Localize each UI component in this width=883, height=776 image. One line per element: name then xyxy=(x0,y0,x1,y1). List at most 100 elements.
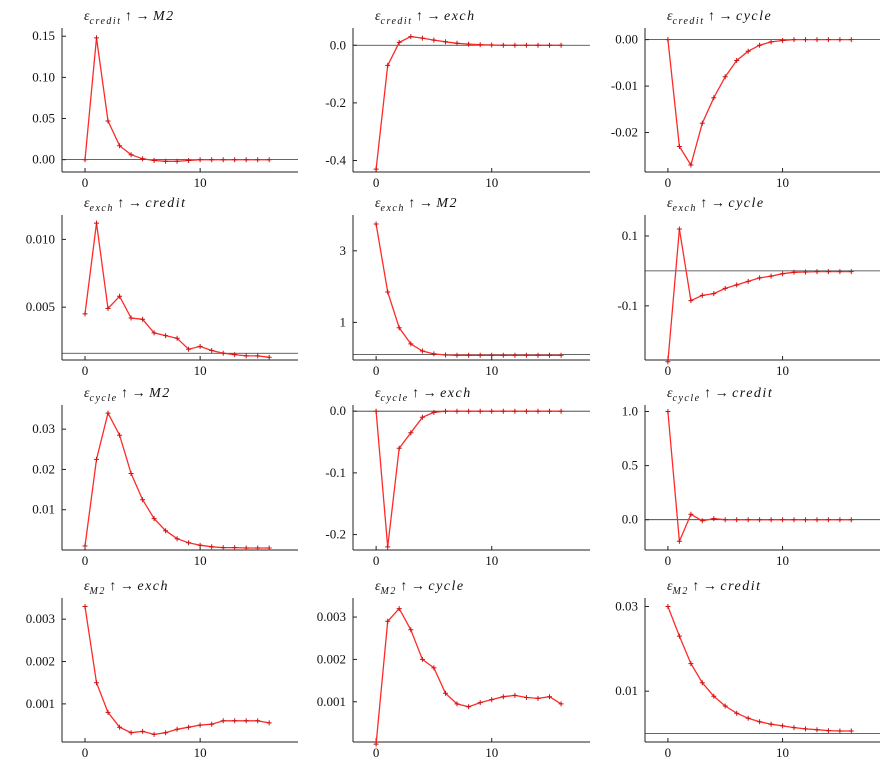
chart-1-point xyxy=(512,42,518,48)
chart-3-y-tick-label: 0.005 xyxy=(26,299,55,314)
chart-9-point xyxy=(163,730,169,736)
chart-11-point xyxy=(791,725,797,731)
chart-8-point xyxy=(676,538,682,544)
chart-6-y-tick-label: 0.03 xyxy=(32,421,55,436)
chart-0-point xyxy=(197,157,203,163)
chart-2-y-tick-label: -0.01 xyxy=(611,78,638,93)
chart-9-point xyxy=(209,721,215,727)
chart-9-title-part: ε xyxy=(84,579,90,594)
chart-1-point xyxy=(454,40,460,46)
chart-0-y-tick-label: 0.05 xyxy=(32,111,55,126)
chart-1-point xyxy=(443,39,448,45)
chart-8-point xyxy=(757,517,763,523)
chart-2-x-tick-label: 0 xyxy=(665,175,672,190)
chart-11-title-part: M2 xyxy=(672,586,689,597)
chart-2-point xyxy=(711,95,717,101)
chart-3-point xyxy=(163,333,169,339)
chart-9-point xyxy=(266,720,272,726)
chart-11-point xyxy=(757,719,763,725)
chart-3-point xyxy=(105,306,111,311)
chart-10-point xyxy=(373,741,379,747)
chart-1-y-tick-label: 0.0 xyxy=(330,37,346,52)
chart-1-point xyxy=(385,62,391,68)
chart-11-point xyxy=(768,721,774,727)
chart-2-title-part: ↑ → xyxy=(705,9,737,24)
chart-2-point xyxy=(745,48,751,54)
chart-3-title-part: credit xyxy=(145,196,186,211)
chart-6-point xyxy=(197,542,203,548)
chart-8-point xyxy=(837,517,843,523)
chart-0-x-tick-label: 10 xyxy=(194,175,207,190)
chart-7-point xyxy=(385,544,391,550)
chart-9-point xyxy=(232,718,238,724)
chart-3-panel: εexch ↑ → credit 0.005 0.010 0 10 xyxy=(26,196,298,378)
chart-11-point xyxy=(676,633,682,639)
chart-9-title-part: M2 xyxy=(89,586,106,597)
chart-11-point xyxy=(803,726,808,732)
chart-11-point xyxy=(722,703,728,709)
chart-5-title-part: ε xyxy=(667,196,673,211)
chart-1-point xyxy=(477,42,483,48)
chart-11-point xyxy=(848,728,854,734)
chart-5-x-tick-label: 10 xyxy=(776,363,789,378)
chart-11-title-part: ↑ → xyxy=(689,579,721,594)
chart-2-title-part: ε xyxy=(667,9,673,24)
chart-3-title-part: ↑ → xyxy=(114,196,146,211)
chart-2-point xyxy=(734,58,740,63)
chart-7-point xyxy=(408,430,414,436)
chart-2-point xyxy=(665,37,671,43)
chart-0-point xyxy=(232,157,238,163)
chart-8-point xyxy=(711,516,717,522)
chart-0-title-part: M2 xyxy=(152,9,175,24)
chart-4-point xyxy=(547,352,552,358)
chart-2-point xyxy=(757,42,763,48)
chart-6-point xyxy=(151,516,157,522)
chart-10-panel: εM2 ↑ → cycle 0.001 0.002 0.003 0 10 xyxy=(317,579,590,760)
chart-6-y-tick-label: 0.02 xyxy=(32,461,55,476)
chart-1-title-part: credit xyxy=(381,16,413,27)
chart-9-point xyxy=(174,726,180,732)
chart-5-point xyxy=(837,269,843,275)
chart-9-point xyxy=(186,724,192,730)
chart-4-point xyxy=(466,352,472,358)
chart-1-point xyxy=(408,34,414,40)
chart-8-point xyxy=(768,517,774,523)
chart-0-point xyxy=(117,143,123,149)
chart-6-point xyxy=(266,545,272,551)
chart-10-point xyxy=(523,695,529,700)
chart-10-point xyxy=(466,704,472,710)
chart-2-panel: εcredit ↑ → cycle -0.02 -0.01 0.00 0 10 xyxy=(611,9,880,190)
chart-7-title-part: ↑ → xyxy=(409,386,441,401)
chart-1-x-tick-label: 10 xyxy=(485,175,498,190)
chart-9-y-tick-label: 0.001 xyxy=(26,696,55,711)
chart-0-point xyxy=(128,152,134,158)
chart-9-point xyxy=(94,680,99,686)
chart-1-point xyxy=(558,42,564,48)
chart-0-y-tick-label: 0.10 xyxy=(32,69,55,84)
chart-8-point xyxy=(825,517,831,523)
chart-4-point xyxy=(477,352,483,358)
chart-9-x-tick-label: 10 xyxy=(194,745,207,760)
chart-8-point xyxy=(814,517,820,523)
chart-2-point xyxy=(791,37,797,43)
chart-5-title: εexch ↑ → cycle xyxy=(667,196,765,214)
chart-3-y-tick-label: 0.010 xyxy=(26,231,55,246)
chart-4-point xyxy=(396,325,402,331)
chart-7-point xyxy=(373,408,379,414)
chart-8-point xyxy=(780,517,786,523)
chart-3-title: εexch ↑ → credit xyxy=(84,196,187,214)
chart-10-y-tick-label: 0.002 xyxy=(317,651,346,666)
chart-11-point xyxy=(699,680,705,686)
chart-5-point xyxy=(676,226,682,232)
chart-5-point xyxy=(722,285,728,291)
chart-2-point xyxy=(699,120,705,126)
chart-8-x-tick-label: 0 xyxy=(665,553,672,568)
chart-9-point xyxy=(151,731,157,737)
chart-7-point xyxy=(523,408,529,414)
chart-3-point xyxy=(243,353,249,359)
chart-7-title: εcycle ↑ → exch xyxy=(375,386,472,404)
chart-8-title: εcycle ↑ → credit xyxy=(667,386,773,404)
chart-5-point xyxy=(848,269,854,275)
chart-6-point xyxy=(186,540,192,546)
chart-9-title: εM2 ↑ → exch xyxy=(84,579,169,597)
